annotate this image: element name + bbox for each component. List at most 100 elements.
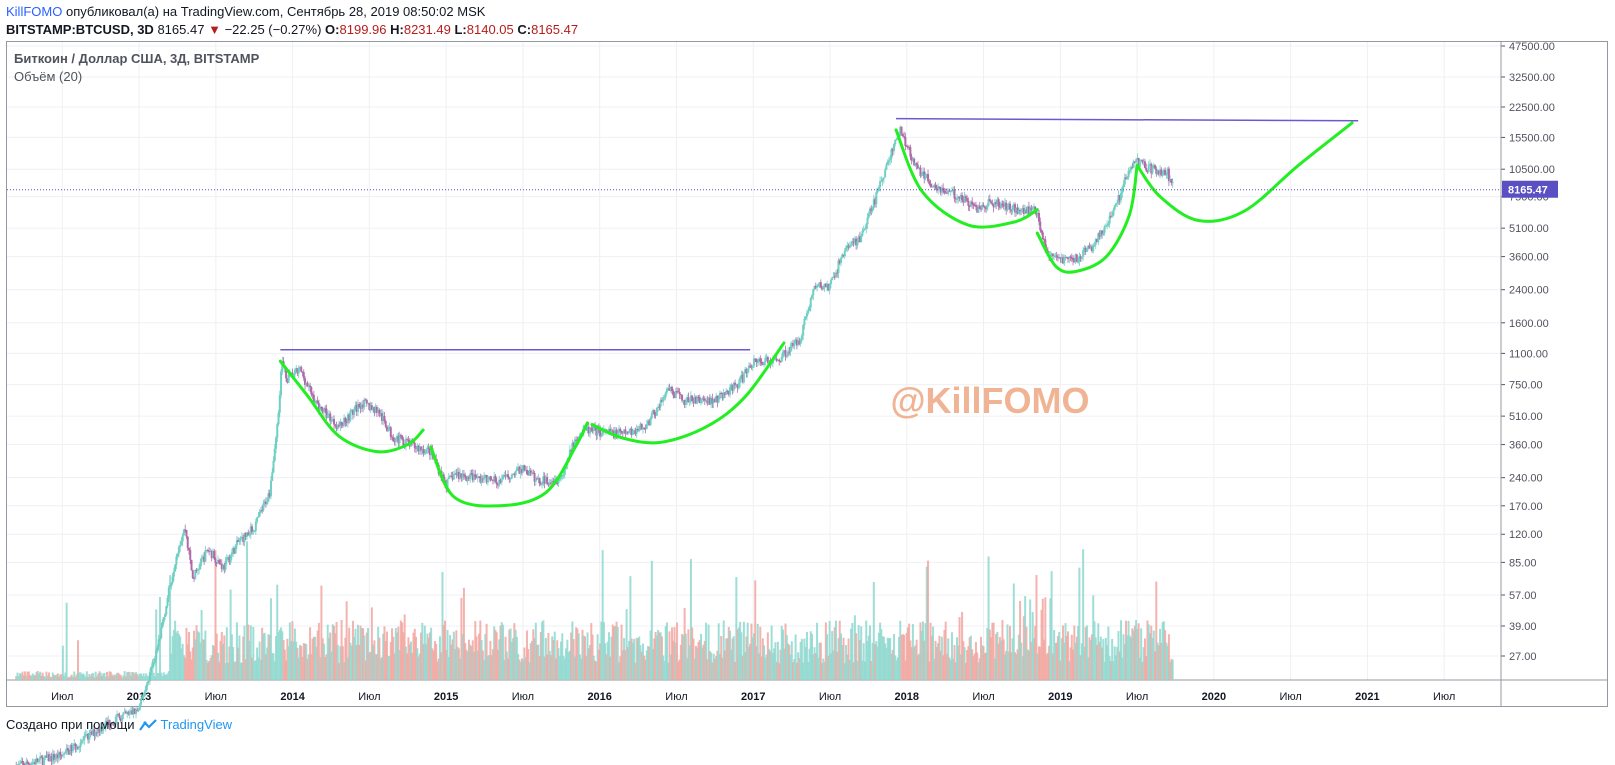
volume-bar [209, 658, 212, 680]
candle-body [764, 357, 767, 363]
volume-bar [698, 639, 701, 680]
candle-body [388, 427, 391, 430]
candle-body [537, 478, 540, 480]
candle-body [1111, 215, 1114, 217]
candle-body [884, 169, 887, 178]
volume-bar [596, 634, 599, 680]
candle-body [679, 394, 682, 396]
candle-body [571, 442, 574, 451]
volume-bar [290, 641, 293, 680]
volume-bar [104, 676, 107, 680]
volume-bar [1154, 651, 1157, 680]
candle-body [254, 521, 257, 531]
candle-body [703, 398, 706, 401]
volume-bar [479, 620, 482, 680]
volume-bar [887, 638, 890, 680]
candle-body [483, 476, 486, 480]
candle-body [807, 310, 810, 313]
candle-body [132, 708, 135, 715]
volume-bar [349, 642, 352, 680]
candle-body [510, 474, 513, 479]
candle-body [1146, 170, 1149, 172]
x-tick-label: 2017 [741, 691, 765, 703]
candle-body [871, 207, 874, 211]
volume-bar [247, 624, 250, 680]
candle-body [673, 395, 676, 398]
candle-body [634, 430, 637, 434]
candle-body [949, 190, 952, 192]
volume-bar [205, 659, 208, 680]
chart-frame[interactable] [6, 41, 1608, 707]
volume-bar [442, 624, 445, 680]
candle-body [61, 754, 64, 756]
candle-body [1140, 159, 1143, 161]
volume-bar [856, 660, 859, 680]
volume-bar [673, 626, 676, 680]
candle-body [812, 289, 815, 296]
volume-bar [522, 659, 525, 680]
volume-bar [344, 637, 347, 680]
volume-bar [193, 630, 196, 680]
candle-body [744, 369, 747, 374]
candle-body [556, 483, 559, 485]
volume-bar [431, 648, 434, 680]
candle-body [639, 423, 642, 430]
volume-bar [107, 676, 110, 680]
candle-body [789, 346, 792, 352]
volume-bar [1156, 642, 1159, 680]
candle-body [334, 424, 337, 426]
candle-body [416, 445, 419, 449]
volume-bar [581, 629, 584, 680]
volume-bar [249, 625, 252, 680]
volume-bar [562, 655, 565, 680]
candle-body [570, 450, 573, 452]
candle-body [729, 387, 732, 395]
candle-body [640, 423, 643, 430]
volume-bar [1077, 626, 1080, 680]
volume-bar [597, 649, 600, 680]
volume-bar [343, 661, 346, 680]
candle-body [262, 503, 265, 511]
volume-bar [576, 628, 579, 680]
candle-body [1014, 204, 1017, 213]
candle-body [967, 200, 970, 206]
volume-bar [1034, 625, 1037, 680]
volume-bar [417, 656, 420, 680]
volume-bar [392, 636, 395, 680]
volume-bar [48, 672, 51, 680]
volume-bar [956, 637, 959, 680]
volume-bar [316, 630, 319, 680]
volume-bar [1040, 609, 1043, 680]
volume-bar [502, 624, 505, 680]
volume-bar [1070, 634, 1073, 680]
candle-body [339, 421, 342, 427]
candle-body [127, 712, 130, 715]
volume-bar [131, 672, 134, 680]
author-link[interactable]: KillFOMO [6, 4, 63, 19]
volume-bar [858, 640, 861, 680]
down-arrow-icon: ▼ [208, 22, 221, 37]
candle-body [1162, 169, 1165, 174]
candle-body [774, 358, 777, 360]
volume-bar [162, 672, 165, 680]
volume-bar [513, 623, 516, 680]
candle-body [997, 199, 1000, 207]
candle-body [797, 340, 800, 346]
volume-bar [515, 636, 518, 680]
volume-bar [394, 627, 397, 680]
volume-bar [106, 671, 109, 680]
candle-body [1106, 224, 1109, 227]
tradingview-link[interactable]: TradingView [160, 717, 233, 732]
volume-bar [124, 676, 127, 680]
candle-body [407, 439, 410, 443]
candle-body [277, 412, 280, 425]
candle-body [107, 720, 110, 724]
volume-bar [214, 550, 217, 680]
volume-bar [263, 632, 266, 680]
candle-body [160, 627, 163, 638]
volume-bar [524, 657, 527, 680]
candle-body [678, 391, 681, 395]
candle-body [97, 728, 100, 734]
candle-body [976, 206, 979, 213]
